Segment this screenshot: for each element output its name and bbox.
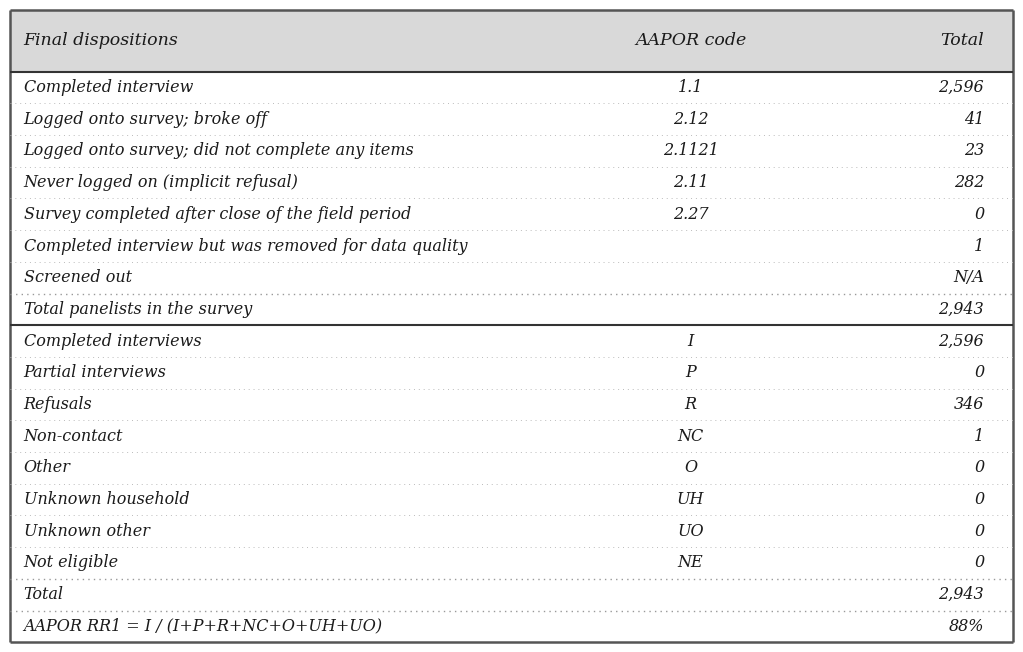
Text: Logged onto survey; did not complete any items: Logged onto survey; did not complete any…	[24, 142, 414, 160]
Text: Other: Other	[24, 460, 71, 477]
Text: 2.12: 2.12	[673, 111, 708, 128]
Text: 0: 0	[974, 523, 984, 540]
Text: UO: UO	[677, 523, 704, 540]
Bar	[10, 10, 1013, 72]
Text: Not eligible: Not eligible	[24, 554, 119, 572]
Text: Completed interview but was removed for data quality: Completed interview but was removed for …	[24, 237, 468, 254]
Text: NC: NC	[677, 428, 704, 445]
Text: 2,943: 2,943	[938, 301, 984, 318]
Text: 41: 41	[964, 111, 984, 128]
Text: 2,943: 2,943	[938, 586, 984, 603]
Text: Logged onto survey; broke off: Logged onto survey; broke off	[24, 111, 268, 128]
Text: 2.27: 2.27	[673, 206, 708, 223]
Text: 282: 282	[953, 174, 984, 191]
Text: UH: UH	[677, 491, 704, 508]
Text: Refusals: Refusals	[24, 396, 92, 413]
Text: R: R	[684, 396, 697, 413]
Text: 1: 1	[974, 237, 984, 254]
Text: Unknown other: Unknown other	[24, 523, 149, 540]
Text: 2.1121: 2.1121	[663, 142, 718, 160]
Text: 23: 23	[964, 142, 984, 160]
Text: AAPOR code: AAPOR code	[635, 32, 746, 50]
Text: 0: 0	[974, 364, 984, 381]
Text: Screened out: Screened out	[24, 269, 132, 286]
Text: 2.11: 2.11	[673, 174, 708, 191]
Text: Non-contact: Non-contact	[24, 428, 123, 445]
Text: Total: Total	[940, 32, 984, 50]
Text: 2,596: 2,596	[938, 333, 984, 349]
Text: 0: 0	[974, 206, 984, 223]
Text: Total: Total	[24, 586, 63, 603]
Text: O: O	[684, 460, 697, 477]
Text: 0: 0	[974, 491, 984, 508]
Text: Completed interview: Completed interview	[24, 79, 193, 96]
Text: Never logged on (implicit refusal): Never logged on (implicit refusal)	[24, 174, 299, 191]
Text: 0: 0	[974, 460, 984, 477]
Text: 2,596: 2,596	[938, 79, 984, 96]
Text: Completed interviews: Completed interviews	[24, 333, 202, 349]
Text: 1.1: 1.1	[678, 79, 703, 96]
Text: N/A: N/A	[953, 269, 984, 286]
Text: P: P	[685, 364, 696, 381]
Text: Unknown household: Unknown household	[24, 491, 189, 508]
Text: 1: 1	[974, 428, 984, 445]
Text: Total panelists in the survey: Total panelists in the survey	[24, 301, 252, 318]
Text: 0: 0	[974, 554, 984, 572]
Text: 346: 346	[953, 396, 984, 413]
Text: AAPOR RR1 = I / (I+P+R+NC+O+UH+UO): AAPOR RR1 = I / (I+P+R+NC+O+UH+UO)	[24, 618, 383, 635]
Text: Partial interviews: Partial interviews	[24, 364, 167, 381]
Text: Final dispositions: Final dispositions	[24, 32, 178, 50]
Text: Survey completed after close of the field period: Survey completed after close of the fiel…	[24, 206, 411, 223]
Text: 88%: 88%	[948, 618, 984, 635]
Text: I: I	[687, 333, 694, 349]
Text: NE: NE	[677, 554, 704, 572]
